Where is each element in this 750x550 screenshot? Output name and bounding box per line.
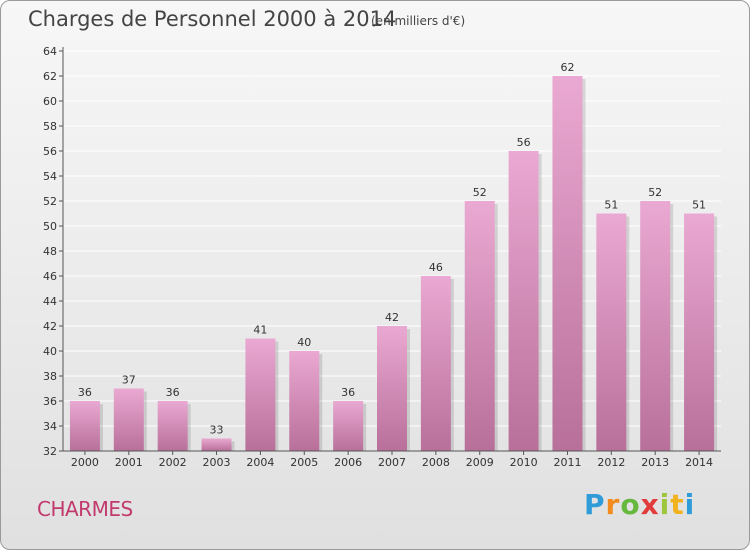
x-tick-label: 2011 xyxy=(553,456,581,469)
data-label-2014: 51 xyxy=(692,199,706,212)
x-tick-label: 2007 xyxy=(378,456,406,469)
city-name: CHARMES xyxy=(37,497,133,521)
y-tick-label: 48 xyxy=(43,245,57,258)
x-tick-label: 2003 xyxy=(203,456,231,469)
logo-letter: o xyxy=(620,488,641,521)
x-tick-label: 2002 xyxy=(159,456,187,469)
data-label-2012: 51 xyxy=(604,199,618,212)
data-label-2009: 52 xyxy=(473,186,487,199)
y-tick-label: 50 xyxy=(43,220,57,233)
x-tick-label: 2006 xyxy=(334,456,362,469)
bar-2012[interactable] xyxy=(596,213,627,452)
x-tick-label: 2010 xyxy=(510,456,538,469)
x-tick-label: 2001 xyxy=(115,456,143,469)
bar-2007[interactable] xyxy=(377,326,407,451)
x-tick-label: 2013 xyxy=(641,456,669,469)
y-tick-label: 44 xyxy=(43,295,57,308)
y-tick-label: 42 xyxy=(43,320,57,333)
x-tick-label: 2014 xyxy=(685,456,713,469)
data-label-2000: 36 xyxy=(78,386,92,399)
x-tick-label: 2000 xyxy=(71,456,99,469)
bar-2010[interactable] xyxy=(508,151,539,451)
y-tick-label: 56 xyxy=(43,145,57,158)
data-label-2013: 52 xyxy=(648,186,662,199)
data-label-2003: 33 xyxy=(210,424,224,437)
data-label-2007: 42 xyxy=(385,311,399,324)
data-label-2004: 41 xyxy=(253,324,267,337)
data-label-2011: 62 xyxy=(560,61,574,74)
bar-2006[interactable] xyxy=(333,401,364,451)
y-tick-label: 36 xyxy=(43,395,57,408)
y-tick-label: 32 xyxy=(43,445,57,458)
chart-subtitle: (en milliers d'€) xyxy=(371,14,466,28)
proxiti-logo[interactable]: Proxiti xyxy=(584,488,695,521)
y-tick-label: 54 xyxy=(43,170,57,183)
logo-letter: P xyxy=(584,488,606,521)
data-label-2006: 36 xyxy=(341,386,355,399)
bar-2008[interactable] xyxy=(420,276,451,451)
logo-letter: x xyxy=(640,488,660,521)
bar-2005[interactable] xyxy=(289,351,320,451)
y-tick-label: 64 xyxy=(43,45,57,58)
bar-2001[interactable] xyxy=(113,388,144,452)
data-label-2001: 37 xyxy=(122,374,136,387)
logo-letter: t xyxy=(670,488,685,521)
y-tick-label: 38 xyxy=(43,370,57,383)
bar-2009[interactable] xyxy=(464,201,495,451)
bar-2002[interactable] xyxy=(157,401,188,451)
y-tick-label: 58 xyxy=(43,120,57,133)
y-tick-label: 40 xyxy=(43,345,57,358)
y-tick-label: 34 xyxy=(43,420,57,433)
data-label-2008: 46 xyxy=(429,261,443,274)
bar-2011[interactable] xyxy=(552,76,583,451)
data-label-2002: 36 xyxy=(166,386,180,399)
y-tick-label: 60 xyxy=(43,95,57,108)
logo-letter: r xyxy=(605,488,621,521)
bar-2000[interactable] xyxy=(69,401,100,451)
x-tick-label: 2009 xyxy=(466,456,494,469)
x-tick-label: 2005 xyxy=(290,456,318,469)
y-tick-label: 46 xyxy=(43,270,57,283)
bar-2013[interactable] xyxy=(640,201,671,451)
data-label-2010: 56 xyxy=(517,136,531,149)
bar-2004[interactable] xyxy=(245,338,276,452)
data-label-2005: 40 xyxy=(297,336,311,349)
x-tick-label: 2008 xyxy=(422,456,450,469)
bar-2003[interactable] xyxy=(201,438,232,452)
y-tick-label: 52 xyxy=(43,195,57,208)
logo-letter: i xyxy=(659,488,671,521)
y-tick-label: 62 xyxy=(43,70,57,83)
bar-2014[interactable] xyxy=(684,213,715,452)
logo-letter: i xyxy=(684,488,696,521)
x-tick-label: 2004 xyxy=(246,456,274,469)
chart-title: Charges de Personnel 2000 à 2014 xyxy=(28,7,397,31)
x-tick-label: 2012 xyxy=(597,456,625,469)
